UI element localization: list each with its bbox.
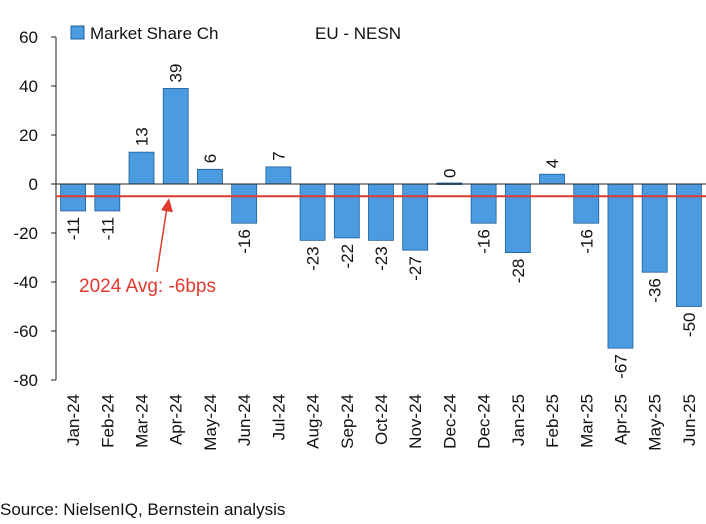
- x-tick-label: Jan-24: [64, 394, 83, 446]
- x-tick-label: May-24: [201, 394, 220, 451]
- bar: [231, 183, 258, 224]
- data-label: -11: [98, 217, 117, 240]
- bar: [265, 166, 292, 185]
- x-tick-label: May-25: [646, 394, 665, 451]
- bar: [573, 183, 600, 224]
- bar: [675, 183, 702, 307]
- data-label: -16: [235, 229, 254, 254]
- x-axis: Jan-24 Feb-24 Mar-24 Apr-24 May-24 Jun-24 Jul-…: [56, 183, 706, 451]
- data-label: -16: [577, 229, 596, 254]
- data-label: -36: [646, 278, 665, 303]
- legend: Market Share Ch: [70, 24, 219, 43]
- x-tick-label: Apr-24: [167, 394, 186, 445]
- x-tick-label: Dec-24: [440, 394, 459, 449]
- data-label: 6: [201, 154, 220, 163]
- bar: [60, 183, 87, 212]
- x-tick-label: Jul-24: [269, 394, 288, 440]
- data-label: -67: [611, 354, 630, 379]
- data-label: 4: [543, 159, 562, 168]
- x-tick-label: Jan-25: [509, 394, 528, 446]
- bar: [299, 183, 326, 241]
- bars: [60, 88, 702, 349]
- bar: [539, 173, 565, 185]
- legend-swatch: [70, 25, 85, 40]
- bar: [402, 183, 429, 251]
- bar: [641, 183, 668, 273]
- y-tick-label: 0: [29, 175, 38, 194]
- y-tick-label: -60: [13, 322, 38, 341]
- x-tick-label: Oct-24: [372, 394, 391, 445]
- data-label: -28: [509, 259, 528, 284]
- x-tick-label: Mar-25: [577, 394, 596, 448]
- y-tick-label: 20: [19, 126, 38, 145]
- reference-line-group: 2024 Avg: -6bps: [56, 195, 706, 297]
- x-tick-label: Dec-24: [475, 394, 494, 449]
- bar: [197, 168, 223, 185]
- x-tick-label: Mar-24: [133, 394, 152, 448]
- bar: [504, 183, 531, 253]
- y-tick-label: 60: [19, 28, 38, 47]
- x-tick-label: Sep-24: [338, 394, 357, 449]
- bar: [94, 183, 121, 212]
- x-tick-label: Aug-24: [304, 394, 323, 449]
- bar: [607, 183, 634, 349]
- y-tick-label: -80: [13, 371, 38, 390]
- data-label: -23: [304, 246, 323, 271]
- data-label: -23: [372, 246, 391, 271]
- reference-annotation: 2024 Avg: -6bps: [79, 276, 216, 297]
- x-tick-label: Feb-25: [543, 394, 562, 448]
- x-tick-label: Jun-24: [235, 394, 254, 446]
- data-label: -22: [338, 244, 357, 269]
- data-label: -50: [680, 313, 699, 338]
- data-label: 7: [269, 151, 288, 160]
- legend-label: Market Share Ch: [90, 24, 219, 43]
- data-label: 0: [440, 169, 459, 178]
- annotation-arrow-shaft: [156, 207, 168, 273]
- bar: [128, 151, 155, 185]
- y-tick-label: -40: [13, 273, 38, 292]
- data-label: -27: [406, 256, 425, 281]
- bar: [470, 183, 497, 224]
- y-tick-label: 40: [19, 77, 38, 96]
- data-label: 39: [167, 64, 186, 83]
- data-labels: -11 -11 13 39 6 -16 7 -23 -22 -23 -27 0 -16 -28 4 -16 -6…: [64, 64, 699, 379]
- data-label: 13: [133, 127, 152, 146]
- x-tick-label: Feb-24: [98, 394, 117, 448]
- y-tick-label: -20: [13, 224, 38, 243]
- x-tick-label: Nov-24: [406, 394, 425, 449]
- x-tick-label: Apr-25: [611, 394, 630, 445]
- bar: [368, 183, 394, 241]
- annotation-arrow-head: [161, 198, 173, 213]
- source-note: Source: NielsenIQ, Bernstein analysis: [0, 500, 286, 519]
- bar: [162, 88, 189, 185]
- data-label: -16: [475, 229, 494, 254]
- bar: [333, 183, 360, 239]
- chart-title: EU - NESN: [315, 24, 401, 43]
- y-axis: 60 40 20 0 -20 -40 -60 -80: [13, 28, 57, 390]
- x-tick-label: Jun-25: [680, 394, 699, 446]
- data-label: -11: [64, 217, 83, 240]
